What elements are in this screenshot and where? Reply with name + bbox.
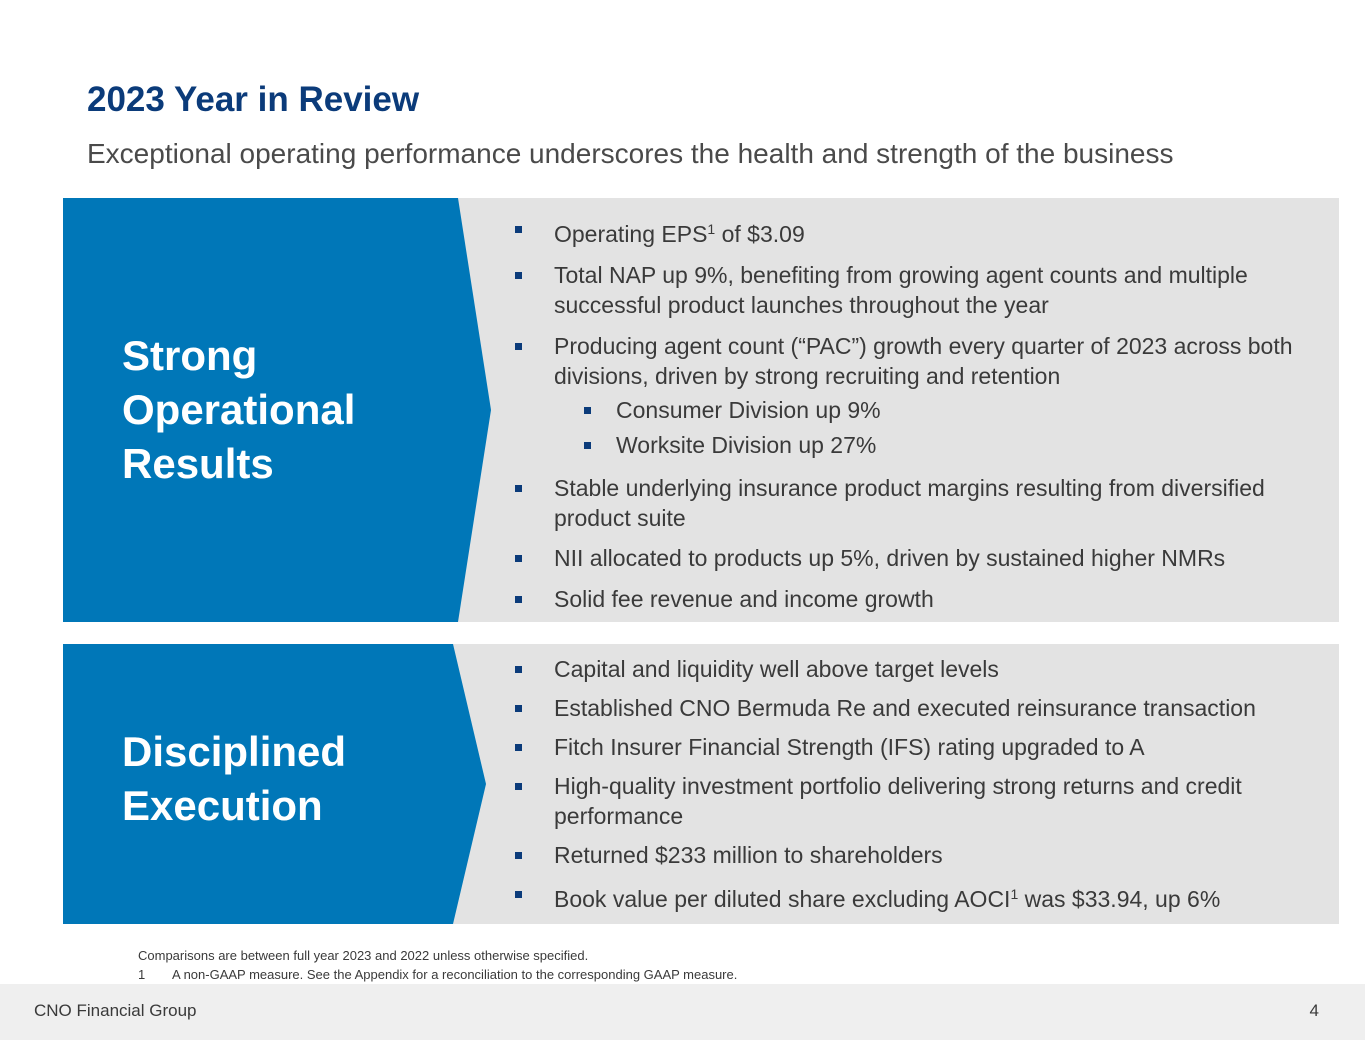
footnote-comparison: Comparisons are between full year 2023 a… [138, 948, 589, 963]
company-name: CNO Financial Group [34, 1001, 197, 1020]
list-item: NII allocated to products up 5%, driven … [511, 543, 1319, 573]
section-chevron-shape [63, 644, 493, 924]
list-item: Book value per diluted share excluding A… [511, 879, 1319, 914]
list-item: Total NAP up 9%, benefiting from growing… [511, 260, 1319, 320]
list-item: Capital and liquidity well above target … [511, 654, 1319, 684]
list-item: High-quality investment portfolio delive… [511, 771, 1319, 831]
section-heading: Strong Operational Results [122, 332, 356, 487]
list-item: Producing agent count (“PAC”) growth eve… [511, 331, 1319, 391]
bullet-list: Capital and liquidity well above target … [511, 654, 1319, 914]
list-item: Solid fee revenue and income growth [511, 584, 1319, 614]
list-item: Stable underlying insurance product marg… [511, 473, 1319, 533]
strong-operational-results-panel: Strong Operational Results Operating EPS… [63, 198, 1339, 622]
list-item: Fitch Insurer Financial Strength (IFS) r… [511, 732, 1319, 762]
section-chevron-shape [63, 198, 493, 622]
list-item: Established CNO Bermuda Re and executed … [511, 693, 1319, 723]
page-number: 4 [1309, 1001, 1319, 1020]
slide-title: 2023 Year in Review [87, 80, 420, 119]
section-heading: Disciplined Execution [122, 728, 347, 829]
list-item: Returned $233 million to shareholders [511, 840, 1319, 870]
footnotes: Comparisons are between full year 2023 a… [138, 946, 737, 984]
slide-subtitle: Exceptional operating performance unders… [87, 138, 1174, 169]
sub-list-item: Worksite Division up 27% [511, 428, 1319, 463]
list-item: Operating EPS1 of $3.09 [511, 214, 1319, 249]
slide-footer: CNO Financial Group 4 [0, 984, 1365, 1040]
bullet-list: Operating EPS1 of $3.09 Total NAP up 9%,… [511, 214, 1319, 614]
sub-list-item: Consumer Division up 9% [511, 393, 1319, 428]
disciplined-execution-panel: Disciplined Execution Capital and liquid… [63, 644, 1339, 924]
